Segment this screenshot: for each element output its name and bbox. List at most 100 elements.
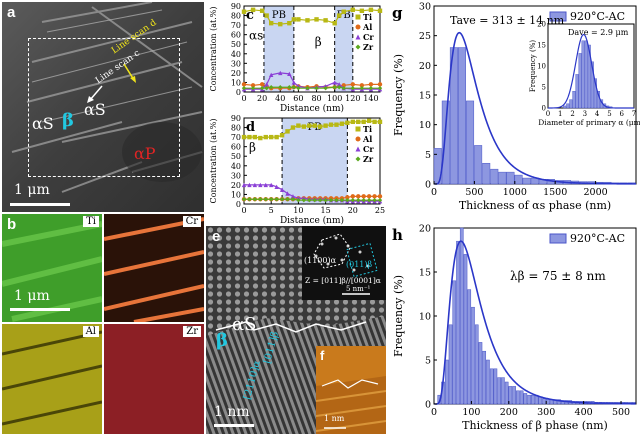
y-tick-label: 70	[231, 133, 241, 142]
data-point-zr	[296, 197, 301, 203]
data-point-ti	[377, 8, 383, 13]
data-point-cr	[290, 194, 296, 199]
legend-label-cr: Cr	[363, 144, 374, 154]
histogram-bar	[482, 350, 487, 405]
x-tick-label: 25	[375, 206, 385, 215]
y-tick-label: 10	[419, 120, 431, 131]
histogram-bar	[466, 100, 475, 185]
histogram-bar	[456, 240, 460, 405]
y-axis-label: Frequency (%)	[392, 54, 405, 136]
data-point-zr	[372, 197, 377, 203]
inset-x-tick-label: 1	[558, 110, 562, 118]
y-tick-label: 60	[231, 143, 241, 152]
histogram-bar	[441, 100, 450, 185]
eds-map-al: Al	[2, 324, 103, 434]
data-point-ti	[252, 134, 258, 140]
data-point-zr	[323, 85, 328, 91]
fit-curve	[434, 31, 637, 185]
legend-swatch	[549, 11, 567, 22]
legend-marker-ti	[355, 14, 361, 20]
data-point-zr	[341, 85, 346, 91]
y-axis-label: Frequency (%)	[392, 275, 405, 357]
y-tick-label: 5	[425, 356, 431, 367]
data-point-zr	[368, 85, 374, 91]
legend-label-al: Al	[362, 134, 372, 144]
histogram-bar	[498, 171, 507, 185]
y-tick-label: 90	[231, 2, 241, 11]
data-point-zr	[334, 197, 339, 203]
plot-frame	[243, 117, 381, 205]
data-point-zr	[269, 197, 274, 202]
x-tick-label: 400	[575, 407, 593, 418]
eds-maps: Ti Cr Al Zr 1 μm b	[2, 214, 204, 434]
histogram-bar	[557, 399, 561, 405]
x-axis-label: Distance (nm)	[280, 103, 344, 114]
x-tick-label: 0	[431, 407, 437, 418]
y-tick-label: 0	[236, 200, 241, 209]
y-tick-label: 40	[231, 50, 241, 59]
map-label-cr: Cr	[182, 216, 201, 227]
data-point-ti	[305, 18, 310, 23]
inset-histogram-bar	[578, 53, 582, 109]
data-point-cr	[258, 182, 263, 188]
histogram-bar	[474, 324, 479, 405]
data-point-zr	[332, 85, 337, 90]
panel-label-h: h	[392, 226, 403, 244]
inset-histogram-bar	[569, 99, 573, 109]
y-tick-label: 40	[231, 162, 241, 171]
hrtem-image: αS β [011]β [2110]α (1100)α (011)β Z = […	[206, 226, 386, 434]
y-tick-label: 30	[231, 171, 241, 180]
x-tick-label: 2000	[584, 187, 608, 198]
data-point-ti	[301, 124, 307, 129]
panel-label-a: a	[7, 4, 16, 21]
data-point-zr	[291, 85, 297, 90]
data-point-cr	[269, 182, 274, 188]
y-tick-label: 0	[236, 88, 241, 97]
y-tick-label: 5	[425, 150, 431, 161]
histogram-bar	[514, 174, 523, 185]
x-tick-label: 300	[537, 407, 555, 418]
data-point-zr	[252, 197, 258, 202]
data-point-ti	[323, 18, 328, 23]
x-tick-label: 140	[363, 94, 378, 103]
data-point-ti	[312, 123, 317, 128]
phase-annotation-middle: β	[315, 35, 322, 49]
x-tick-label: 500	[465, 187, 483, 198]
histogram-bar	[504, 381, 509, 405]
eds-map-cr: Cr	[103, 214, 204, 324]
data-point-zr	[279, 197, 285, 202]
data-point-cr	[287, 71, 292, 77]
legend-marker-ti	[355, 126, 361, 132]
histogram-bar	[506, 171, 515, 185]
fft-spot-2: (011)β	[346, 260, 373, 269]
inset-x-tick-label: 7	[632, 110, 636, 118]
inset-y-tick-label: 20	[537, 21, 546, 29]
fft-spots	[313, 233, 378, 295]
x-tick-label: 20	[257, 94, 267, 103]
data-point-zr	[339, 197, 345, 203]
data-point-ti	[285, 129, 290, 134]
data-point-zr	[301, 197, 307, 203]
x-tick-label: 10	[293, 206, 303, 215]
legend-label-zr: Zr	[363, 42, 374, 52]
data-point-ti	[290, 125, 296, 130]
inset-x-tick-label: 4	[595, 110, 600, 118]
x-tick-label: 500	[612, 407, 630, 418]
x-tick-label: 100	[327, 94, 342, 103]
legend-label-cr: Cr	[363, 32, 374, 42]
data-point-ti	[258, 135, 263, 141]
inset-histogram-bar	[581, 40, 585, 109]
data-point-zr	[361, 197, 366, 203]
data-point-ti	[241, 134, 247, 140]
data-point-ti	[269, 21, 274, 26]
data-point-zr	[269, 85, 274, 90]
histogram-bar	[531, 394, 535, 405]
data-point-ti	[278, 21, 283, 27]
y-tick-label: 10	[419, 312, 431, 323]
scale-bar-label: 1 μm	[14, 182, 50, 198]
data-point-ti	[356, 119, 361, 125]
data-point-zr	[258, 197, 263, 202]
legend-marker-al	[355, 24, 361, 30]
line-scan-box	[28, 38, 180, 177]
phase-label-as-left: αS	[32, 114, 54, 133]
